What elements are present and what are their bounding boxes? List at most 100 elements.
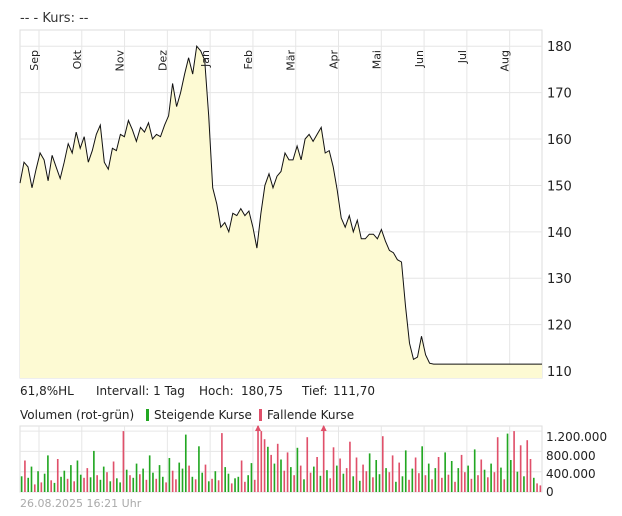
- volume-bar-up: [102, 466, 105, 492]
- volume-bar-down: [431, 479, 433, 492]
- volume-bar-up: [247, 475, 249, 492]
- volume-bar-down: [56, 459, 59, 492]
- month-tick-label: Jul: [456, 50, 469, 64]
- volume-legend: Volumen (rot-grün) Steigende Kurse Falle…: [20, 408, 354, 422]
- volume-bar-down: [33, 484, 36, 492]
- month-tick-labels: Sep Okt Nov Dez Jan Feb Mär Apr Mai Jun Jul Aug: [28, 49, 512, 71]
- volume-tick-label: 400.000: [546, 467, 596, 481]
- volume-bar-up: [109, 481, 112, 492]
- volume-bar-up: [60, 476, 62, 492]
- volume-bar-up: [79, 474, 82, 492]
- volume-bar-down: [165, 482, 167, 492]
- volume-bar-down: [322, 426, 325, 492]
- volume-bar-up: [342, 473, 345, 492]
- volume-bar-up: [385, 468, 387, 492]
- falling-legend-swatch: [259, 409, 262, 421]
- volume-bar-up: [523, 476, 525, 492]
- volume-bar-up: [326, 470, 328, 492]
- volume-bar-up: [119, 482, 121, 492]
- volume-bar-down: [339, 458, 341, 492]
- volume-bar-down: [145, 479, 148, 492]
- volume-bar-down: [286, 452, 289, 492]
- volume-bar-up: [20, 476, 23, 492]
- volume-bar-up: [467, 465, 469, 492]
- volume-bar-up: [296, 447, 299, 492]
- month-tick-label: Nov: [114, 50, 127, 72]
- volume-bar-up: [427, 463, 430, 492]
- volume-bar-down: [503, 479, 506, 492]
- volume-bar-down: [418, 473, 420, 492]
- volume-bar-down: [332, 447, 335, 492]
- price-tick-label: 110: [547, 365, 572, 380]
- volume-bar-up: [358, 480, 361, 492]
- volume-bar-down: [257, 426, 259, 492]
- volume-bar-up: [70, 465, 72, 492]
- volume-bar-down: [493, 472, 496, 492]
- volume-bar-down: [155, 478, 158, 492]
- volume-bar-up: [273, 463, 276, 492]
- volume-bar-down: [349, 441, 351, 492]
- volume-bar-up: [509, 460, 512, 492]
- volume-bar-up: [280, 459, 282, 492]
- volume-bar-down: [211, 478, 213, 492]
- volume-bar-down: [355, 457, 358, 492]
- volume-bar-down: [86, 468, 89, 492]
- volume-bar-down: [513, 431, 515, 492]
- volume-bar-up: [76, 460, 79, 492]
- volume-bar-up: [421, 446, 423, 492]
- volume-bar-up: [135, 463, 138, 492]
- volume-bar-down: [240, 460, 243, 492]
- volume-bar-up: [395, 481, 397, 492]
- price-tick-label: 130: [547, 272, 572, 287]
- volume-bar-down: [263, 439, 266, 492]
- volume-bar-up: [168, 458, 171, 492]
- month-tick-label: Sep: [28, 50, 41, 71]
- volume-bar-down: [477, 475, 479, 492]
- volume-bar-down: [204, 464, 207, 492]
- price-y-tick-labels: 180 170 160 150 140 130 120 110: [547, 40, 572, 380]
- volume-bars: [20, 426, 542, 492]
- volume-bar-up: [500, 467, 502, 492]
- volume-bar-down: [365, 471, 368, 492]
- volume-bar-up: [161, 476, 164, 492]
- volume-bar-up: [191, 476, 194, 492]
- month-tick-label: Feb: [242, 50, 255, 69]
- volume-bar-down: [129, 475, 131, 492]
- volume-legend-title: Volumen (rot-grün): [20, 408, 134, 422]
- timestamp: 26.08.2025 16:21 Uhr: [20, 497, 142, 510]
- volume-bar-up: [116, 478, 118, 492]
- volume-bar-down: [40, 482, 43, 492]
- volume-bar-down: [362, 464, 364, 492]
- falling-legend-label: Fallende Kurse: [267, 408, 354, 422]
- volume-bar-down: [408, 479, 410, 492]
- volume-bar-down: [253, 479, 256, 492]
- high-value: 180,75: [241, 384, 283, 398]
- month-tick-label: Mai: [370, 50, 383, 69]
- low-label: Tief:: [301, 384, 328, 398]
- volume-bar-up: [411, 468, 414, 492]
- volume-bar-down: [539, 485, 542, 492]
- volume-bar-up: [319, 475, 322, 492]
- volume-bar-down: [83, 477, 85, 492]
- volume-bar-up: [158, 465, 161, 492]
- volume-bar-up: [473, 449, 476, 492]
- volume-bar-down: [536, 483, 538, 492]
- volume-bar-down: [194, 479, 197, 492]
- volume-bar-up: [506, 433, 509, 492]
- price-tick-label: 160: [547, 133, 572, 148]
- volume-bar-down: [447, 474, 450, 492]
- off-scale-arrow: [320, 425, 327, 431]
- volume-bar-up: [53, 482, 56, 492]
- volume-bar-down: [66, 478, 69, 492]
- volume-bar-up: [93, 450, 95, 492]
- volume-bar-up: [30, 466, 33, 492]
- volume-bar-up: [178, 462, 181, 492]
- volume-bar-up: [404, 450, 407, 492]
- stats-row: 61,8%HL Intervall: 1 Tag Hoch: 180,75 Ti…: [20, 384, 375, 398]
- volume-bar-up: [313, 466, 315, 492]
- month-tick-label: Apr: [328, 50, 341, 70]
- price-tick-label: 120: [547, 319, 572, 334]
- volume-y-tick-labels: 1.200.000 800.000 400.000 0: [546, 430, 607, 499]
- high-label: Hoch:: [199, 384, 234, 398]
- price-tick-label: 170: [547, 87, 572, 102]
